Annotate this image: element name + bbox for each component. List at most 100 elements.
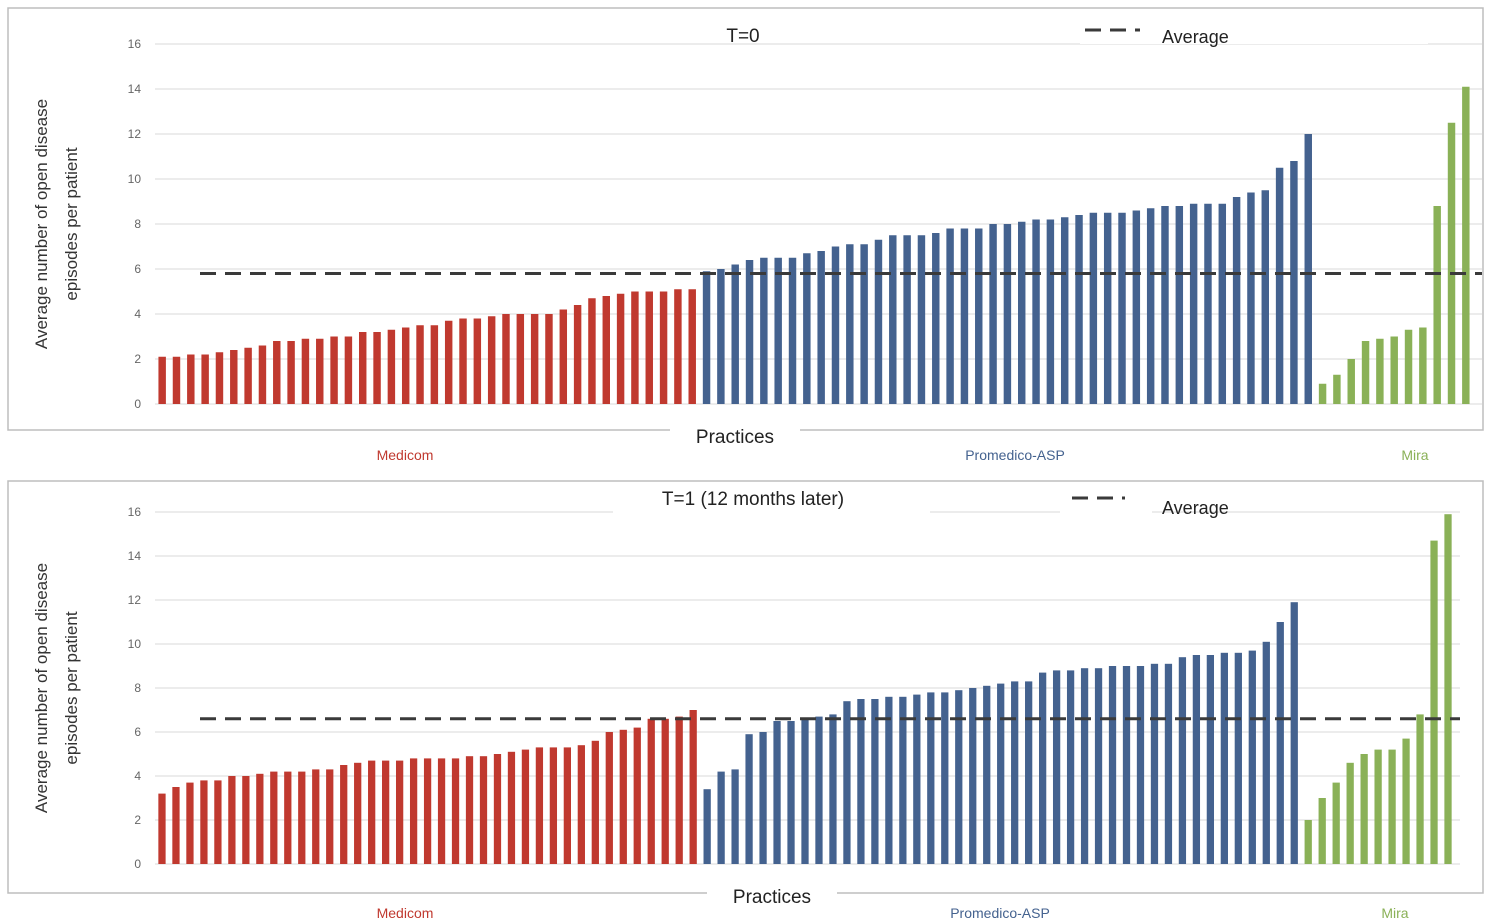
bar xyxy=(1046,219,1055,404)
bar xyxy=(1462,86,1470,404)
bar xyxy=(1003,224,1012,404)
legend-label: Average xyxy=(1162,27,1229,47)
bar xyxy=(1447,122,1456,404)
bar xyxy=(874,239,883,404)
bar xyxy=(545,314,553,404)
title-background xyxy=(703,10,838,40)
bar xyxy=(1192,655,1201,864)
bar xyxy=(717,771,725,864)
bar xyxy=(1416,714,1424,864)
bar xyxy=(731,264,739,404)
bar xyxy=(857,699,865,864)
bar xyxy=(1390,336,1398,404)
y-tick-label: 12 xyxy=(128,593,142,607)
bar xyxy=(158,356,166,404)
y-tick-label: 2 xyxy=(134,352,141,366)
bar xyxy=(675,716,683,864)
bar xyxy=(316,338,324,404)
bar xyxy=(817,251,825,404)
bar xyxy=(997,683,1005,864)
bar xyxy=(1276,622,1284,864)
bar xyxy=(459,318,467,404)
bar xyxy=(359,332,367,404)
bar xyxy=(1262,641,1270,864)
bar xyxy=(633,727,641,864)
bar xyxy=(312,769,320,864)
bar xyxy=(913,694,921,864)
bar xyxy=(645,291,653,404)
series-medicom xyxy=(158,289,696,404)
bar xyxy=(493,754,502,864)
bar xyxy=(788,257,797,404)
y-axis-label: Average number of open disease episodes p… xyxy=(32,99,81,349)
bar xyxy=(215,352,224,404)
bar xyxy=(960,228,969,404)
bar xyxy=(330,336,338,404)
bar xyxy=(340,765,348,864)
bar xyxy=(409,758,418,864)
bar xyxy=(473,318,482,404)
bar xyxy=(745,260,754,404)
bar xyxy=(1360,754,1368,864)
series-mira xyxy=(1304,514,1452,864)
bar xyxy=(326,769,334,864)
bar xyxy=(831,246,840,404)
y-tick-label: 6 xyxy=(134,725,141,739)
bar xyxy=(258,345,267,404)
y-axis-label-line: Average number of open disease xyxy=(32,99,51,349)
bar xyxy=(602,296,610,404)
series-promedico-asp xyxy=(703,602,1298,864)
bar xyxy=(661,718,669,864)
bar xyxy=(1178,657,1187,864)
chart-title: T=1 (12 months later) xyxy=(662,489,844,510)
bar xyxy=(201,354,209,404)
bar xyxy=(172,787,180,864)
bar xyxy=(803,253,811,404)
bar xyxy=(1374,749,1382,864)
bar xyxy=(1376,338,1384,404)
bar xyxy=(1204,203,1212,404)
bar xyxy=(479,756,488,864)
bar xyxy=(530,314,539,404)
bar xyxy=(759,732,767,864)
bar xyxy=(1404,329,1413,404)
bar xyxy=(1290,602,1298,864)
bar xyxy=(846,244,854,404)
bar xyxy=(703,789,711,864)
bar xyxy=(1011,681,1019,864)
bar xyxy=(273,341,281,404)
bar xyxy=(256,773,264,864)
bar xyxy=(535,747,544,864)
bar xyxy=(244,347,252,404)
bar xyxy=(387,329,396,404)
group-label: Medicom xyxy=(377,447,434,463)
bar xyxy=(917,235,926,404)
bar xyxy=(187,354,195,404)
bar xyxy=(932,233,940,404)
x-label-background xyxy=(707,884,837,910)
bar xyxy=(401,327,410,404)
bar xyxy=(1025,681,1033,864)
bar xyxy=(702,271,711,404)
bar xyxy=(344,336,353,404)
legend-background xyxy=(1080,10,1428,44)
bar xyxy=(1118,212,1126,404)
title-background xyxy=(613,483,930,513)
bar xyxy=(368,760,376,864)
bar xyxy=(1347,359,1355,404)
y-axis-label-line: episodes per patient xyxy=(62,147,81,300)
bar xyxy=(437,758,446,864)
bar xyxy=(989,224,997,404)
group-label: Promedico-ASP xyxy=(950,905,1050,921)
bar xyxy=(903,235,911,404)
bar xyxy=(1150,663,1159,864)
bar xyxy=(1075,215,1083,404)
y-axis-label-line: Average number of open disease xyxy=(32,563,51,813)
bar xyxy=(631,291,639,404)
bar xyxy=(1433,206,1441,404)
bar xyxy=(577,745,585,864)
bar xyxy=(1032,219,1040,404)
bar xyxy=(1136,666,1145,864)
bar xyxy=(559,309,568,404)
